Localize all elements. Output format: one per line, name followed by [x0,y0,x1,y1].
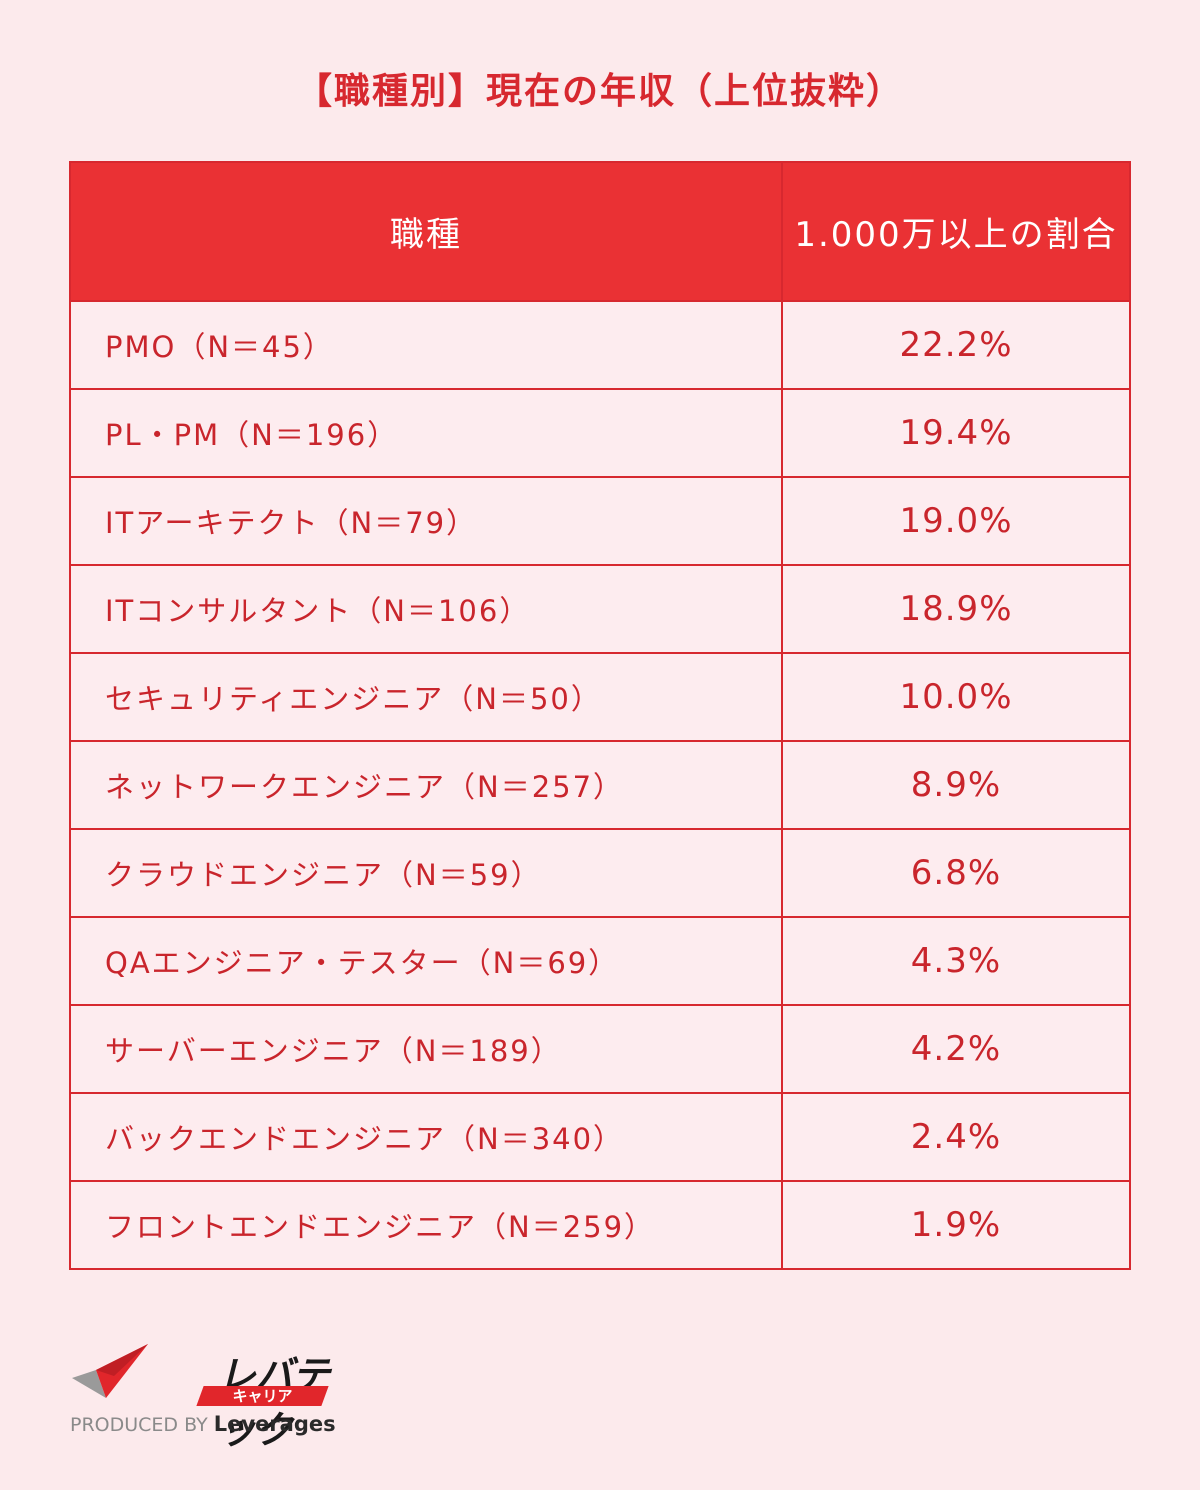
ratio-value-cell: 22.2% [781,300,1131,390]
ratio-value-cell: 1.9% [781,1180,1131,1270]
job-label-cell: PL・PM（N＝196） [69,388,783,478]
job-label-cell: ITコンサルタント（N＝106） [69,564,783,654]
column-header-ratio: 1.000万以上の割合 [781,161,1131,302]
ratio-value-cell: 18.9% [781,564,1131,654]
job-label-cell: QAエンジニア・テスター（N＝69） [69,916,783,1006]
job-label-cell: セキュリティエンジニア（N＝50） [69,652,783,742]
table-body: PMO（N＝45） 22.2% PL・PM（N＝196） 19.4% ITアーキテクト（… [69,300,1131,1270]
brand-name: Leverages [213,1412,336,1436]
table-row: バックエンドエンジニア（N＝340） 2.4% [69,1092,1131,1182]
ratio-value-cell: 19.4% [781,388,1131,478]
table-row: ネットワークエンジニア（N＝257） 8.9% [69,740,1131,830]
table-header-row: 職種 1.000万以上の割合 [69,161,1131,302]
table-row: ITアーキテクト（N＝79） 19.0% [69,476,1131,566]
salary-table: 職種 1.000万以上の割合 PMO（N＝45） 22.2% PL・PM（N＝196… [69,161,1131,1270]
table-row: QAエンジニア・テスター（N＝69） 4.3% [69,916,1131,1006]
table-row: PL・PM（N＝196） 19.4% [69,388,1131,478]
ratio-value-cell: 2.4% [781,1092,1131,1182]
job-label-cell: サーバーエンジニア（N＝189） [69,1004,783,1094]
ratio-value-cell: 8.9% [781,740,1131,830]
job-label-cell: フロントエンドエンジニア（N＝259） [69,1180,783,1270]
table-row: ITコンサルタント（N＝106） 18.9% [69,564,1131,654]
chart-title: 【職種別】現在の年収（上位抜粋） [295,71,904,112]
job-label-cell: ITアーキテクト（N＝79） [69,476,783,566]
table-row: PMO（N＝45） 22.2% [69,300,1131,390]
ratio-value-cell: 4.2% [781,1004,1131,1094]
job-label-cell: クラウドエンジニア（N＝59） [69,828,783,918]
table-row: サーバーエンジニア（N＝189） 4.2% [69,1004,1131,1094]
logo-sub: キャリア [232,1387,293,1405]
ratio-value-cell: 4.3% [781,916,1131,1006]
produced-by-label: PRODUCED BY [70,1414,208,1436]
ratio-value-cell: 10.0% [781,652,1131,742]
produced-by-line: PRODUCED BY Leverages [70,1412,336,1436]
checkmark-logo-icon [72,1344,148,1398]
ratio-value-cell: 19.0% [781,476,1131,566]
ratio-value-cell: 6.8% [781,828,1131,918]
table-row: クラウドエンジニア（N＝59） 6.8% [69,828,1131,918]
job-label-cell: PMO（N＝45） [69,300,783,390]
column-header-job: 職種 [69,161,783,302]
job-label-cell: ネットワークエンジニア（N＝257） [69,740,783,830]
table-row: フロントエンドエンジニア（N＝259） 1.9% [69,1180,1131,1270]
table-row: セキュリティエンジニア（N＝50） 10.0% [69,652,1131,742]
job-label-cell: バックエンドエンジニア（N＝340） [69,1092,783,1182]
levtech-career-logo: レバテック キャリア PRODUCED BY Leverages [70,1340,340,1452]
